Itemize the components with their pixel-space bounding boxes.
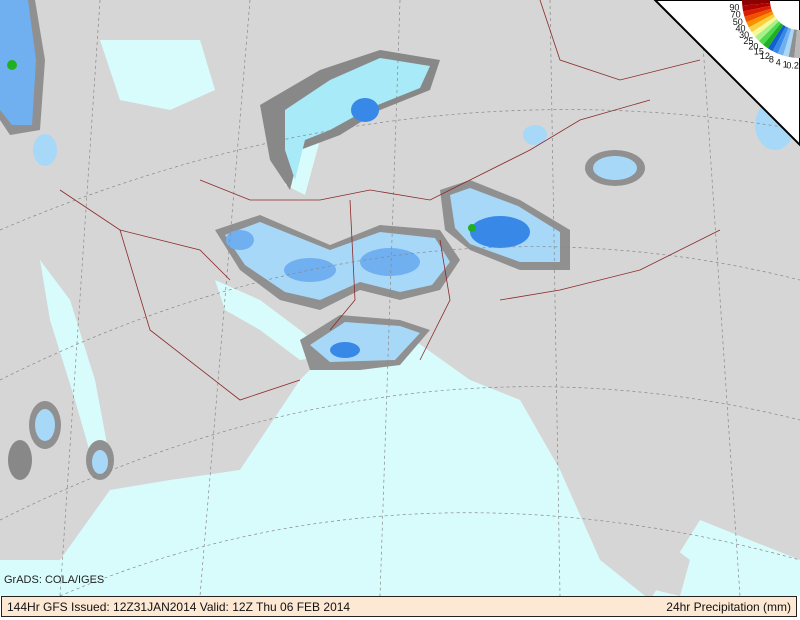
legend-swatch xyxy=(751,16,777,37)
legend-label: 12 xyxy=(760,51,770,61)
legend-label: 20 xyxy=(748,42,758,52)
legend-swatch xyxy=(783,28,795,57)
legend-swatch xyxy=(772,26,789,54)
legend-label: 25 xyxy=(743,36,753,46)
legend-swatch xyxy=(767,24,786,52)
footer-bar: 144Hr GFS Issued: 12Z31JAN2014 Valid: 12… xyxy=(1,596,797,617)
forecast-info: 144Hr GFS Issued: 12Z31JAN2014 Valid: 12… xyxy=(7,600,351,614)
legend-label: 90 xyxy=(729,2,739,12)
legend-label: 40 xyxy=(736,24,746,34)
legend-swatch xyxy=(743,5,772,17)
legend-label: 1 xyxy=(783,59,788,69)
legend-swatch xyxy=(746,11,774,28)
legend-swatch xyxy=(758,21,781,45)
graticule xyxy=(0,0,800,597)
legend-swatch xyxy=(755,19,779,42)
legend-swatch xyxy=(794,29,800,58)
legend-swatch xyxy=(748,14,776,33)
legend-label: 50 xyxy=(733,17,743,27)
legend-label: 4 xyxy=(776,57,781,67)
legend-label: 15 xyxy=(754,47,764,57)
precipitation xyxy=(0,0,795,480)
legend-swatch xyxy=(744,8,773,23)
legend-label: 8 xyxy=(769,54,774,64)
legend-swatch xyxy=(788,29,798,58)
country-borders xyxy=(59,0,721,401)
legend-swatch xyxy=(763,23,784,49)
legend-swatch xyxy=(742,0,771,6)
field-title: 24hr Precipitation (mm) xyxy=(666,600,791,614)
legend-label: 30 xyxy=(739,30,749,40)
legend-swatch xyxy=(742,2,771,12)
legend-label: 70 xyxy=(731,10,741,20)
legend-label: 0.2 xyxy=(786,61,799,71)
credit-label: GrADS: COLA/IGES xyxy=(4,574,105,586)
legend-swatch xyxy=(777,27,792,56)
